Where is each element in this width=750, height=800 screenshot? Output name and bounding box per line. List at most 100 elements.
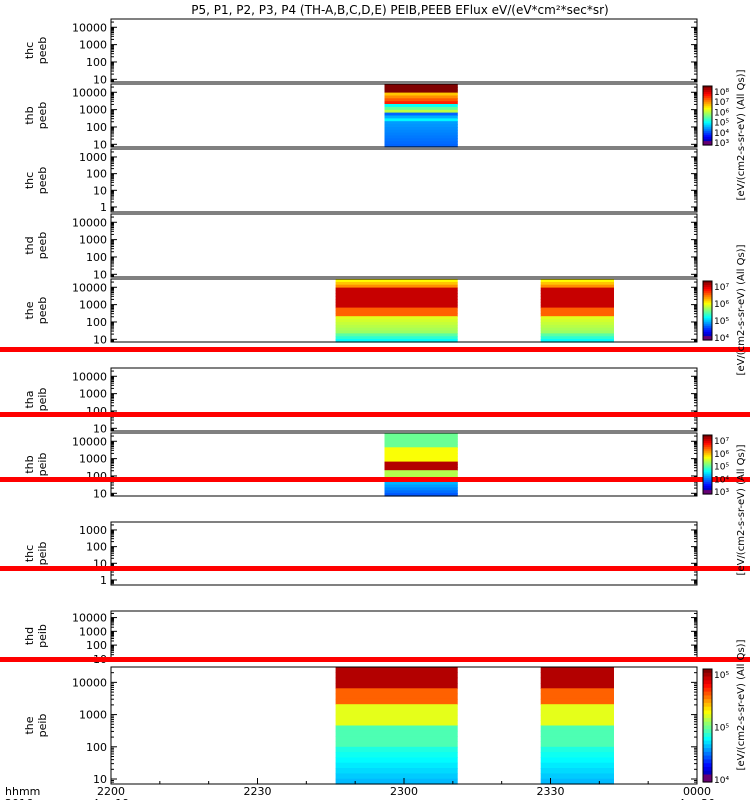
colorbar-cell — [703, 332, 712, 335]
spectrogram-block — [540, 279, 614, 343]
colorbar-cell — [703, 766, 712, 772]
colorbar-cell — [703, 294, 712, 298]
colorbar-cell — [703, 117, 712, 121]
colorbar-cell — [703, 770, 712, 776]
y-tick-label: 10000 — [72, 435, 107, 448]
colorbar-cell — [703, 312, 712, 316]
y-tick-label: 10 — [93, 138, 107, 151]
y-tick-label: 10000 — [72, 612, 107, 625]
colorbar-cell — [703, 691, 712, 696]
spectrogram-cell — [335, 333, 458, 337]
spectrogram-cell — [540, 730, 614, 737]
y-tick-label: 1 — [100, 574, 107, 587]
spectrogram-cell — [335, 683, 458, 689]
colorbar-label-1: [eV/(cm2-s-sr-eV) (All Qs)] — [736, 69, 747, 200]
spectrogram-cell — [384, 112, 458, 117]
colorbar-cell — [703, 334, 712, 337]
spectrogram-cell — [335, 762, 458, 769]
colorbar-cell — [703, 482, 712, 485]
panel-4: 10000 1000 100 10 thd peeb — [23, 213, 698, 281]
spectrogram-cell — [384, 433, 458, 437]
colorbar-label-2: [eV/(cm2-s-sr-eV) (All Qs)] — [736, 244, 747, 375]
colorbar-cell — [703, 88, 712, 91]
colorbar-cell — [703, 308, 712, 312]
colorbar-frame — [702, 668, 713, 783]
spectrogram-cell — [335, 672, 458, 679]
spectrogram-cell — [384, 98, 458, 102]
panel-frame — [110, 432, 698, 497]
spectrogram-block — [384, 84, 458, 148]
colorbar-cell — [703, 304, 712, 308]
colorbar-cell — [703, 490, 712, 493]
spectrogram-cell — [384, 455, 458, 460]
colorbar-cell — [703, 320, 712, 323]
spectrogram-cell — [384, 129, 458, 134]
panel-label-product: peeb — [36, 232, 49, 260]
y-tick-label: 10000 — [72, 21, 107, 34]
colorbar-cell — [703, 131, 712, 134]
colorbar-cell — [703, 322, 712, 325]
colorbar-label-4: [eV/(cm2-s-sr-eV) (All Qs)] — [736, 639, 747, 770]
panel-label-product: peib — [36, 453, 49, 477]
spectrogram-cell — [540, 333, 614, 337]
colorbar-cell — [703, 113, 712, 117]
colorbar-cell — [703, 687, 712, 693]
colorbar-cell — [703, 702, 712, 708]
y-tick-label: 1000 — [79, 453, 107, 466]
spectrogram-cell — [335, 301, 458, 306]
spectrogram-block — [335, 667, 458, 785]
spectrogram-cell — [540, 714, 614, 721]
colorbar-tick-label: 10⁵ — [714, 724, 729, 734]
spectrogram-cell — [384, 124, 458, 128]
colorbar-cell — [703, 440, 712, 444]
y-tick-label: 100 — [86, 741, 107, 754]
colorbar-tick-label: 10⁶ — [714, 108, 729, 118]
colorbar-cell — [703, 302, 712, 306]
colorbar-cell — [703, 310, 712, 314]
spectrogram-cell — [335, 698, 458, 705]
time-tick-label: 2330 — [537, 785, 565, 798]
colorbar-cell — [703, 93, 712, 97]
spectrogram-cell — [384, 464, 458, 468]
colorbar-cell — [703, 292, 712, 296]
y-tick-label: 10000 — [72, 216, 107, 229]
spectrogram-cell — [384, 447, 458, 451]
y-tick-label: 10000 — [72, 86, 107, 99]
colorbar-tick-label: 10⁸ — [714, 88, 729, 98]
colorbar-cell — [703, 288, 712, 292]
spectrogram-cell — [384, 138, 458, 142]
y-tick-label: 100 — [86, 639, 107, 652]
colorbar-cell — [703, 111, 712, 115]
colorbar-cell — [703, 706, 712, 712]
spectrogram-cell — [335, 720, 458, 727]
colorbar-tick-label: 10³ — [714, 488, 729, 498]
colorbar-cell — [703, 324, 712, 327]
colorbar-cell — [703, 460, 712, 464]
spectrogram-cell — [540, 307, 614, 312]
colorbar-cell — [703, 695, 712, 700]
colorbar: 10⁵ 10⁵ 10⁴ — [702, 668, 729, 786]
spectrogram-cell — [335, 741, 458, 748]
spectrogram-cell — [335, 313, 458, 317]
spectrogram-cell — [335, 709, 458, 716]
panel-label-probe: thb — [23, 106, 36, 124]
spectrogram-cell — [540, 736, 614, 742]
spectrogram-cell — [335, 688, 458, 695]
colorbar-cell — [703, 488, 712, 491]
y-tick-label: 10 — [93, 184, 107, 197]
spectrogram-cell — [384, 458, 458, 463]
panel-label-product: peeb — [36, 297, 49, 325]
y-tick-label: 1000 — [79, 709, 107, 722]
y-tick-label: 100 — [86, 541, 107, 554]
y-tick-label: 10 — [93, 422, 107, 435]
panel-label-probe: the — [23, 716, 36, 734]
colorbar-cell — [703, 95, 712, 99]
colorbar-tick-label: 10⁷ — [714, 283, 729, 293]
colorbar-cell — [703, 466, 712, 470]
colorbar-cell — [703, 740, 712, 745]
y-tick-label: 1000 — [79, 299, 107, 312]
panel-5: 10000 1000 100 10 the peeb 10⁷ 10⁶ 10⁵ 10⁴ — [0, 278, 750, 352]
y-tick-label: 1 — [100, 201, 107, 214]
